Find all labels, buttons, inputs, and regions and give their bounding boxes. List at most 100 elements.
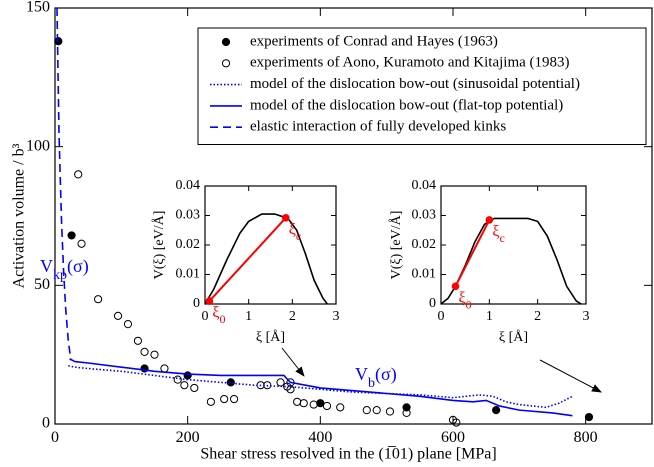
annotation-text: (σ) <box>67 256 89 277</box>
data-point <box>183 371 192 380</box>
annotation: ξc <box>289 221 301 243</box>
annotation-text: V <box>40 256 53 276</box>
legend-label: model of the dislocation bow-out (flat-t… <box>250 97 563 113</box>
annotation-text: V <box>355 364 368 384</box>
y-axis-label: V(ξ) [eV/Å] <box>388 211 404 280</box>
data-point <box>385 407 395 416</box>
series-line <box>454 219 491 287</box>
annotation: ξ0 <box>212 304 225 326</box>
y-tick-label: 0 <box>193 296 200 311</box>
x-tick-label: 3 <box>583 309 590 324</box>
legend-label: model of the dislocation bow-out (sinuso… <box>250 76 580 92</box>
legend-label: experiments of Conrad and Hayes (1963) <box>250 33 498 49</box>
annotation-subscript: 0 <box>466 297 472 311</box>
y-tick-label: 0.03 <box>176 208 201 223</box>
annotation-subscript: b <box>368 376 375 391</box>
data-point <box>160 364 169 373</box>
x-tick-label: 1 <box>486 309 493 324</box>
data-point <box>190 383 199 393</box>
data-point <box>205 297 214 305</box>
series-line <box>204 213 328 305</box>
data-point <box>372 406 381 415</box>
y-tick-label: 0.01 <box>176 267 201 282</box>
y-tick-label: 0.04 <box>176 178 201 193</box>
x-axis-label: ξ [Å] <box>499 329 528 345</box>
annotation: Vkp(σ) <box>40 256 89 283</box>
data-point <box>452 418 461 427</box>
series-line <box>208 217 287 302</box>
x-tick-label: 400 <box>308 429 332 446</box>
y-tick-label: 0.02 <box>412 237 437 252</box>
data-point <box>226 378 235 387</box>
annotation-subscript: kp <box>53 268 67 283</box>
annotation-text: ξ <box>459 289 466 306</box>
annotation: ξc <box>492 223 504 245</box>
y-tick-label: 0.03 <box>412 208 437 223</box>
annotation-text: ξ <box>289 221 296 238</box>
data-point <box>150 350 159 359</box>
annotation-subscript: 0 <box>220 312 226 326</box>
data-point <box>336 403 345 412</box>
x-axis-label: Shear stress resolved in the (1̅01) plan… <box>200 446 496 463</box>
data-point <box>362 406 371 415</box>
data-point <box>206 397 215 406</box>
annotation-text: (σ) <box>375 364 397 385</box>
data-point <box>281 214 290 222</box>
data-point <box>584 412 594 422</box>
y-tick-label: 150 <box>26 0 50 16</box>
y-tick-label: 0.01 <box>412 267 437 282</box>
data-point <box>180 381 189 390</box>
x-tick-label: 1 <box>245 309 252 324</box>
annotation: ξ0 <box>459 289 472 311</box>
legend-marker <box>221 37 231 47</box>
x-tick-label: 2 <box>289 309 296 324</box>
data-point <box>276 378 285 387</box>
x-tick-label: 600 <box>441 429 465 446</box>
inset-arrow <box>281 347 305 377</box>
data-point <box>230 394 239 404</box>
annotation-text: ξ <box>212 304 219 321</box>
data-point <box>286 385 295 394</box>
x-tick-label: 0 <box>438 309 445 324</box>
y-tick-label: 0.02 <box>176 237 201 252</box>
data-point <box>322 401 332 411</box>
x-tick-label: 2 <box>534 309 541 324</box>
x-axis-label: ξ [Å] <box>256 329 285 345</box>
data-point <box>94 295 103 304</box>
series-line <box>69 358 573 417</box>
data-point <box>316 399 325 408</box>
plot-frame <box>440 185 587 305</box>
data-point <box>402 408 411 418</box>
legend-label: experiments of Aono, Kuramoto and Kitaji… <box>250 55 570 71</box>
data-point <box>133 336 143 345</box>
annotation-text: ξ <box>492 223 499 240</box>
data-point <box>293 397 302 406</box>
x-tick-label: 0 <box>51 429 59 446</box>
legend-box <box>197 27 647 145</box>
data-point <box>77 239 86 248</box>
data-point <box>485 216 494 224</box>
x-tick-label: 200 <box>176 429 200 446</box>
data-point <box>67 231 76 240</box>
x-tick-label: 3 <box>333 309 340 324</box>
y-axis-label: Activation volume / b³ <box>11 143 28 288</box>
data-point <box>113 311 123 320</box>
series-line <box>56 7 72 361</box>
data-point <box>451 282 460 291</box>
annotation-subscript: c <box>499 231 504 245</box>
x-tick-label: 0 <box>202 309 209 324</box>
legend-label: elastic interaction of fully developed k… <box>250 119 506 135</box>
y-tick-label: 50 <box>34 276 50 293</box>
y-tick-label: 0 <box>42 415 50 432</box>
y-tick-label: 0 <box>429 296 436 311</box>
data-point <box>140 347 149 356</box>
annotation-subscript: c <box>296 229 301 243</box>
y-axis-label: V(ξ) [eV/Å] <box>151 211 167 280</box>
legend-marker <box>221 59 231 68</box>
data-point <box>220 394 229 404</box>
x-tick-label: 800 <box>574 429 598 446</box>
plot-frame <box>54 7 653 425</box>
annotation: Vb(σ) <box>355 364 397 391</box>
data-point <box>299 399 308 408</box>
